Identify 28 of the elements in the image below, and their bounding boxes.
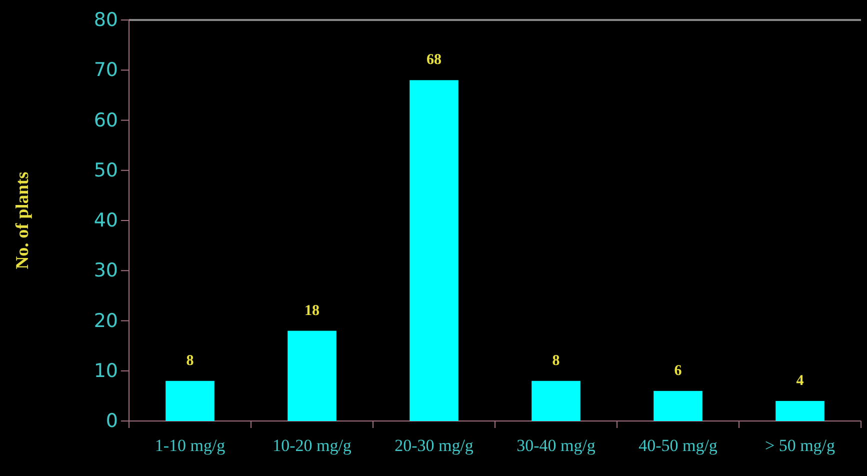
x-tick-label: 1-10 mg/g — [154, 436, 226, 456]
data-label: 6 — [674, 362, 682, 379]
x-tick-label: 40-50 mg/g — [638, 436, 718, 456]
bar — [776, 400, 824, 421]
bar — [532, 380, 580, 421]
bar — [166, 380, 214, 421]
y-tick-label: 10 — [94, 360, 118, 382]
data-label: 68 — [426, 52, 442, 68]
y-tick-label: 30 — [94, 260, 118, 282]
bar — [410, 80, 458, 421]
y-tick-label: 20 — [94, 310, 118, 332]
y-tick-label: 40 — [94, 210, 118, 232]
x-tick-label: > 50 mg/g — [764, 436, 836, 456]
data-label: 8 — [186, 352, 194, 369]
y-tick-label: 60 — [94, 109, 118, 132]
y-tick-label: 70 — [94, 59, 118, 82]
y-tick-label: 0 — [106, 410, 118, 432]
y-tick-label: 50 — [94, 159, 118, 182]
bar — [288, 330, 336, 421]
x-tick-label: 30-40 mg/g — [516, 436, 596, 456]
data-label: 18 — [304, 302, 320, 319]
y-tick-label: 80 — [94, 9, 118, 32]
y-axis-title: No. of plants — [12, 172, 32, 270]
x-tick-label: 20-30 mg/g — [394, 436, 474, 456]
data-label: 8 — [552, 352, 560, 369]
data-label: 4 — [796, 372, 804, 389]
bar — [654, 390, 702, 421]
x-tick-label: 10-20 mg/g — [272, 436, 352, 456]
